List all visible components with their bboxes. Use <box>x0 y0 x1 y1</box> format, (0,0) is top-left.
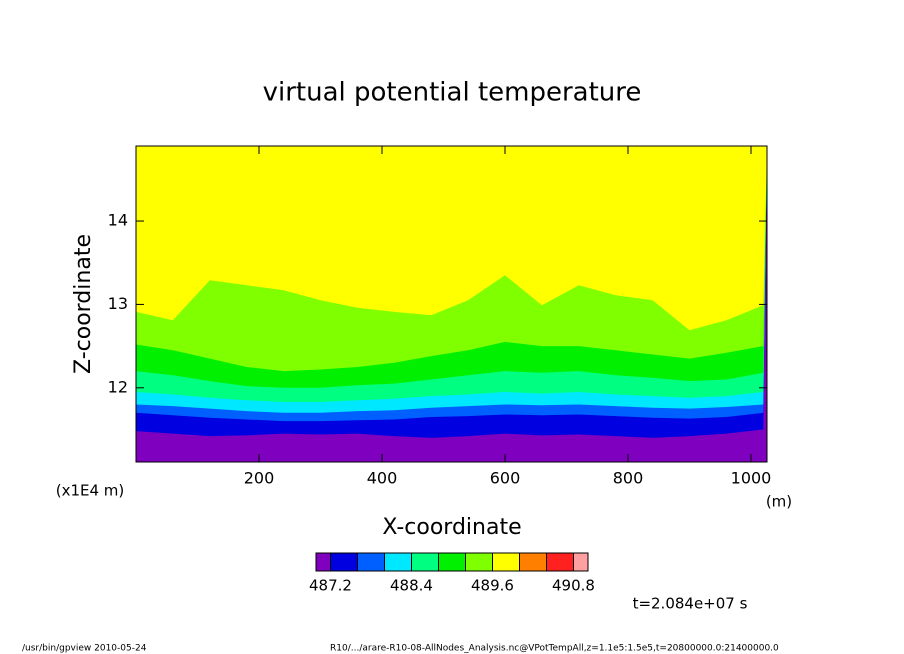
y-tick-label: 14 <box>108 211 128 230</box>
colorbar-box <box>315 552 331 572</box>
footer-right: R10/.../arare-R10-08-AllNodes_Analysis.n… <box>330 644 779 654</box>
footer-left: /usr/bin/gpview 2010-05-24 <box>22 644 147 654</box>
contour-band <box>136 146 767 331</box>
y-tick-label: 12 <box>108 377 128 396</box>
colorbar-tick-label: 487.2 <box>309 577 352 595</box>
colorbar-box <box>330 552 358 572</box>
colorbar-box <box>573 552 589 572</box>
colorbar-box <box>411 552 439 572</box>
x-tick-label: 800 <box>613 469 644 488</box>
x-unit: (m) <box>766 493 792 511</box>
y-axis-label: Z-coordinate <box>71 234 96 374</box>
colorbar-box <box>438 552 466 572</box>
x-tick-label: 600 <box>490 469 521 488</box>
colorbar-box <box>546 552 574 572</box>
colorbar-box <box>519 552 547 572</box>
colorbar-box <box>384 552 412 572</box>
colorbar-box <box>465 552 493 572</box>
colorbar-box <box>492 552 520 572</box>
x-tick-label: 400 <box>367 469 398 488</box>
chart-title: virtual potential temperature <box>263 78 642 108</box>
x-axis-label: X-coordinate <box>382 515 521 540</box>
colorbar-tick-label: 488.4 <box>390 577 433 595</box>
colorbar-box <box>357 552 385 572</box>
y-unit: (x1E4 m) <box>56 482 125 500</box>
x-tick-label: 1000 <box>731 469 772 488</box>
colorbar-tick-label: 489.6 <box>471 577 514 595</box>
colorbar-tick-label: 490.8 <box>552 577 595 595</box>
annotation: t=2.084e+07 s <box>633 595 748 613</box>
y-tick-label: 13 <box>108 294 128 313</box>
x-tick-label: 200 <box>244 469 275 488</box>
